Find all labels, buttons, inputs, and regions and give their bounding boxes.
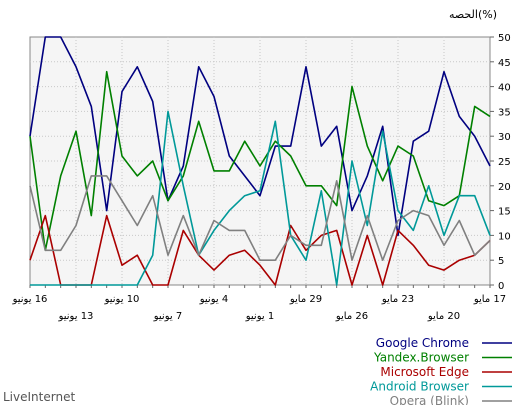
series-line-1 <box>29 70 491 252</box>
y-tick-label: 30 <box>498 132 511 143</box>
brand-text: LiveInternet <box>3 390 75 404</box>
legend-label-3: Android Browser <box>370 380 469 394</box>
series-line-3 <box>30 110 491 286</box>
y-tick-label: 10 <box>498 231 511 242</box>
legend-label-0: Google Chrome <box>376 336 469 350</box>
x-tick-label: 1 يونيو <box>245 311 274 322</box>
x-axis: 16 يونيو 13 يونيو 10 يونيو 7 يونيو 4 يونيو 1 … <box>12 285 506 322</box>
x-tick-label: 10 يونيو <box>104 294 140 305</box>
x-tick-label: 16 يونيو <box>12 294 48 305</box>
series-line-4 <box>29 175 491 262</box>
y-axis: 0 5 10 15 20 25 30 35 40 45 50 <box>490 33 511 292</box>
x-tick-label: 29 مايو <box>289 294 322 305</box>
y-tick-label: 5 <box>498 256 504 267</box>
legend-label-4: Opera (Blink) <box>390 394 469 405</box>
legend-label-1: Yandex.Browser <box>373 351 469 365</box>
x-tick-label: 23 مايو <box>381 294 414 305</box>
y-tick-label: 15 <box>498 207 511 218</box>
series-lines <box>29 36 491 286</box>
x-tick-label: 4 يونيو <box>199 294 228 305</box>
x-tick-label: 17 مايو <box>473 294 506 305</box>
y-tick-label: 0 <box>498 281 504 292</box>
x-tick-label: 13 يونيو <box>58 311 94 322</box>
y-tick-label: 40 <box>498 83 511 94</box>
y-tick-label: 20 <box>498 182 511 193</box>
legend-label-2: Microsoft Edge <box>380 365 469 379</box>
y-axis-label: الحصه(%) <box>449 8 497 21</box>
series-line-0 <box>29 36 491 237</box>
y-tick-label: 25 <box>498 157 511 168</box>
y-tick-label: 45 <box>498 58 511 69</box>
series-line-2 <box>29 214 491 286</box>
y-tick-label: 50 <box>498 33 511 44</box>
x-tick-label: 26 مايو <box>335 311 368 322</box>
y-tick-label: 35 <box>498 107 511 118</box>
x-tick-label: 7 يونيو <box>153 311 182 322</box>
x-tick-label: 20 مايو <box>427 311 460 322</box>
